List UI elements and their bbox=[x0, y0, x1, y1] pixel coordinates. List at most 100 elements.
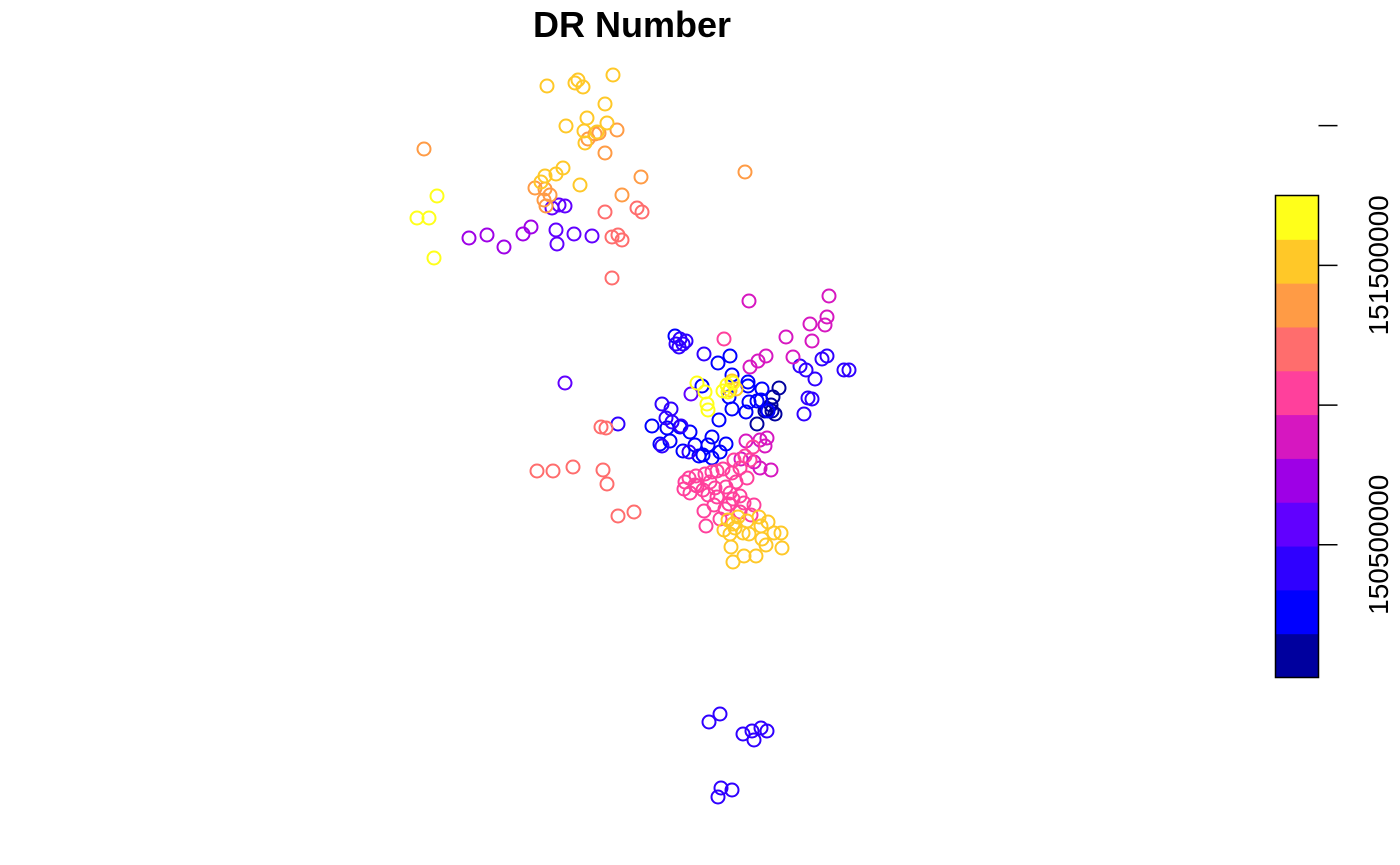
data-point bbox=[634, 204, 650, 220]
data-point bbox=[597, 204, 613, 220]
data-point bbox=[716, 331, 732, 347]
data-point bbox=[711, 412, 727, 428]
data-point bbox=[763, 462, 779, 478]
legend-swatch bbox=[1275, 283, 1319, 328]
data-point bbox=[710, 355, 726, 371]
data-point bbox=[766, 525, 782, 541]
data-point bbox=[715, 383, 731, 399]
data-point bbox=[804, 333, 820, 349]
data-point bbox=[539, 78, 555, 94]
data-point bbox=[754, 381, 770, 397]
data-point bbox=[735, 525, 751, 541]
data-point bbox=[614, 187, 630, 203]
data-point bbox=[746, 732, 762, 748]
legend-frame bbox=[1274, 194, 1320, 679]
data-point bbox=[807, 371, 823, 387]
data-point bbox=[841, 362, 857, 378]
data-point bbox=[566, 226, 582, 242]
legend-swatch bbox=[1275, 589, 1319, 635]
color-legend: 150500000 151500000 bbox=[1274, 124, 1394, 679]
data-point bbox=[565, 459, 581, 475]
data-point bbox=[426, 250, 442, 266]
data-point bbox=[802, 316, 818, 332]
data-point bbox=[579, 110, 595, 126]
data-point bbox=[675, 443, 691, 459]
legend-swatch bbox=[1275, 239, 1319, 284]
data-point bbox=[742, 359, 758, 375]
data-point bbox=[798, 362, 814, 378]
data-point bbox=[538, 198, 554, 214]
data-point bbox=[737, 164, 753, 180]
data-point bbox=[819, 309, 835, 325]
data-point bbox=[710, 789, 726, 805]
data-point bbox=[626, 504, 642, 520]
data-point bbox=[545, 463, 561, 479]
legend-ticks: 150500000 151500000 bbox=[1318, 124, 1394, 615]
legend-swatch bbox=[1275, 370, 1319, 416]
data-point bbox=[744, 723, 760, 739]
data-point bbox=[479, 227, 495, 243]
data-point bbox=[778, 329, 794, 345]
data-point bbox=[548, 222, 564, 238]
data-point bbox=[548, 166, 564, 182]
data-point bbox=[709, 489, 725, 505]
data-point bbox=[577, 135, 593, 151]
data-point bbox=[658, 410, 674, 426]
data-point bbox=[701, 714, 717, 730]
data-point bbox=[697, 466, 713, 482]
data-point bbox=[597, 96, 613, 112]
data-point bbox=[429, 188, 445, 204]
legend-swatch bbox=[1275, 326, 1319, 372]
data-point bbox=[689, 375, 705, 391]
data-point bbox=[605, 67, 621, 83]
data-point bbox=[654, 438, 670, 454]
data-point bbox=[461, 230, 477, 246]
data-point bbox=[652, 436, 668, 452]
data-point bbox=[700, 402, 716, 418]
data-point bbox=[416, 141, 432, 157]
chart-title: DR Number bbox=[533, 4, 731, 45]
data-point bbox=[673, 418, 689, 434]
data-point bbox=[589, 124, 605, 140]
data-point bbox=[529, 463, 545, 479]
data-point bbox=[704, 429, 720, 445]
data-point bbox=[421, 210, 437, 226]
data-point bbox=[796, 406, 812, 422]
data-point bbox=[759, 723, 775, 739]
data-point bbox=[724, 782, 740, 798]
data-point bbox=[523, 219, 539, 235]
data-point bbox=[604, 270, 620, 286]
data-point bbox=[610, 508, 626, 524]
scatter-points bbox=[409, 67, 857, 805]
data-point bbox=[595, 462, 611, 478]
data-point bbox=[575, 79, 591, 95]
legend-swatch bbox=[1275, 414, 1319, 459]
data-point bbox=[836, 362, 852, 378]
data-point bbox=[821, 288, 837, 304]
data-point bbox=[584, 228, 600, 244]
data-point bbox=[758, 537, 774, 553]
data-point bbox=[633, 169, 649, 185]
data-point bbox=[681, 444, 697, 460]
data-point bbox=[557, 375, 573, 391]
data-point bbox=[712, 444, 728, 460]
data-point bbox=[740, 374, 756, 390]
legend-swatch bbox=[1275, 502, 1319, 547]
data-point bbox=[698, 518, 714, 534]
legend-swatch bbox=[1275, 546, 1319, 591]
data-point bbox=[567, 75, 583, 91]
data-point bbox=[695, 447, 711, 463]
legend-swatch bbox=[1275, 195, 1319, 240]
data-point bbox=[764, 403, 780, 419]
data-point bbox=[738, 404, 754, 420]
legend-tick-label: 151500000 bbox=[1363, 195, 1394, 335]
data-point bbox=[736, 495, 752, 511]
data-point bbox=[749, 416, 765, 432]
data-point bbox=[572, 177, 588, 193]
data-point bbox=[533, 174, 549, 190]
data-point bbox=[753, 392, 769, 408]
data-point bbox=[817, 317, 833, 333]
data-point bbox=[742, 452, 758, 468]
data-point bbox=[496, 239, 512, 255]
data-point bbox=[723, 539, 739, 555]
